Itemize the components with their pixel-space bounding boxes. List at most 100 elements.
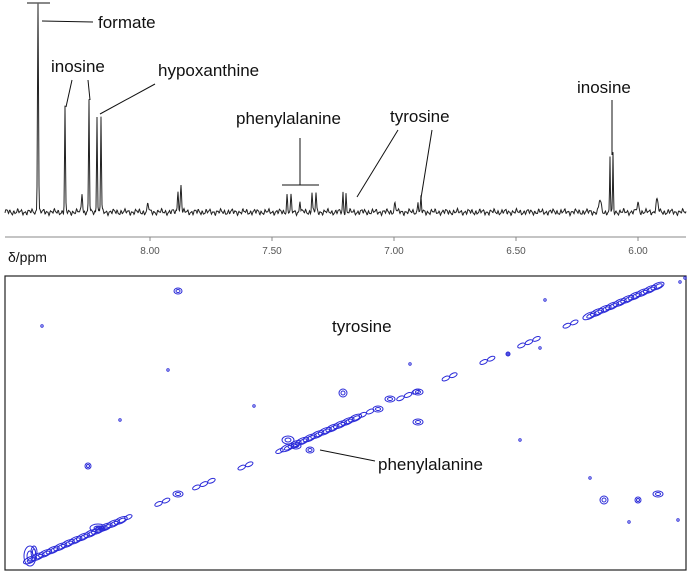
contour [310,430,325,440]
spectrum-trace [4,3,687,217]
contour [252,404,256,408]
axis-label: δ/ppm [8,249,47,265]
contour [642,284,657,294]
contour [408,362,412,366]
contour [634,496,642,504]
contour [612,298,627,308]
contours [22,276,687,567]
contour [599,495,609,505]
contour [635,288,650,298]
contour [305,446,315,454]
contour [338,388,348,398]
x-tick-label: 7.00 [384,246,404,257]
annotation: tyrosine [332,317,392,336]
contour [30,545,38,559]
contour [387,397,393,401]
contour [652,490,664,498]
contour [207,477,216,484]
contour [175,492,181,496]
contour [650,281,665,291]
contour [683,276,687,280]
contour [302,433,317,443]
contour [505,351,511,357]
contour [45,545,60,555]
contour [281,435,295,445]
annotation: inosine [51,57,105,76]
contour [60,539,75,548]
contour [244,461,254,468]
contour [449,372,458,379]
contour [365,408,375,415]
contour [384,395,396,403]
x-tick-label: 6.00 [628,246,648,257]
contour [351,415,361,421]
contour [582,311,597,321]
contour [518,438,522,442]
contour [605,301,620,311]
contour [620,294,635,304]
contour [161,497,171,504]
contour [532,335,541,342]
contour [118,418,122,422]
contour [588,476,592,480]
contour [678,280,682,284]
contour [307,448,313,452]
contour [172,490,184,498]
contour [506,352,510,356]
contour [627,520,631,524]
contour [589,308,605,317]
contour [543,298,547,302]
contour [597,304,612,314]
contour [173,287,183,295]
contour [412,418,424,426]
contour [290,442,302,450]
contour [655,492,661,496]
contour [84,462,92,470]
contour [117,517,126,524]
contour [412,388,424,396]
annotation: phenylalanine [236,109,341,128]
leader [319,449,376,462]
contour [317,426,332,436]
contour [95,525,105,531]
annotation: formate [98,13,156,32]
contour [113,515,128,525]
contour [538,346,542,350]
contour [654,283,663,289]
contour [486,355,496,362]
contour [175,289,181,293]
contour [86,464,90,468]
x-tick-label: 7.50 [262,246,282,257]
contour [348,413,363,423]
contour [415,390,421,394]
contour [75,532,90,542]
contour [106,519,121,529]
spectrum-panel: δ/ppm formate inosine hypoxanthine pheny… [4,2,687,265]
contour [415,420,421,424]
contour [325,423,340,433]
2d-panel: tyrosine phenylalanine [4,275,687,571]
contour [676,518,680,522]
contour [83,529,98,539]
contour [293,444,299,448]
x-tick-label: 6.50 [506,246,526,257]
annotation: inosine [577,78,631,97]
contour [332,420,347,430]
contour [340,390,346,396]
annotation: phenylalanine [378,455,483,474]
contour [124,514,133,521]
x-tick-label: 8.00 [140,246,160,257]
contour [68,535,83,545]
contour [89,523,107,533]
contour [38,548,53,558]
annotation: tyrosine [390,107,450,126]
contour [627,291,642,301]
contour [275,448,284,455]
leaders [27,2,613,199]
contour [53,542,68,552]
contour [40,324,44,328]
contour [601,497,607,503]
contour [372,405,384,413]
contour [340,416,355,426]
